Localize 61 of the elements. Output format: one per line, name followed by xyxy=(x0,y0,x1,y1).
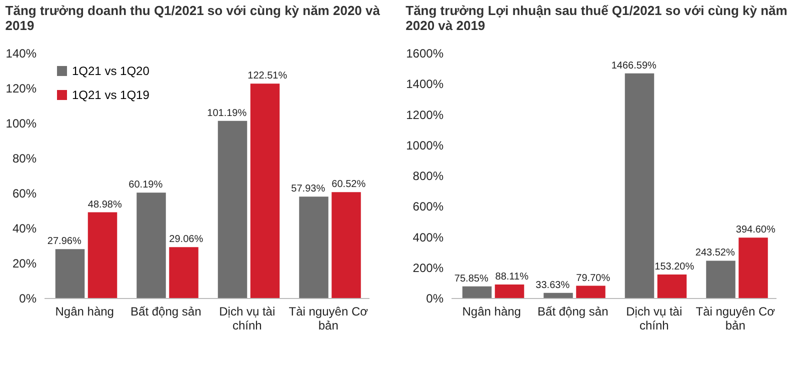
data-label: 88.11% xyxy=(495,272,529,283)
bar xyxy=(706,260,736,298)
x-tick-label: Bất động sản xyxy=(130,304,202,318)
x-tick-label: Dịch vụ tài chính xyxy=(626,304,682,332)
data-label: 79.70% xyxy=(576,272,610,284)
legend-label: 1Q21 vs 1Q19 xyxy=(72,88,150,102)
y-tick-label: 80% xyxy=(12,152,37,166)
y-tick-label: 1200% xyxy=(406,108,444,122)
y-tick-label: 1000% xyxy=(406,138,444,152)
bar xyxy=(494,284,524,298)
data-label: 1466.59% xyxy=(611,60,656,72)
bar xyxy=(576,286,606,298)
x-tick-label: Dịch vụ tài chính xyxy=(219,304,276,332)
y-tick-label: 120% xyxy=(6,82,37,96)
x-tick-label: Ngân hàng xyxy=(55,304,114,318)
y-tick-label: 1600% xyxy=(406,46,444,60)
x-tick-label: Ngân hàng xyxy=(462,304,521,318)
bar xyxy=(738,238,768,298)
data-label: 27.96% xyxy=(47,236,82,248)
y-tick-label: 100% xyxy=(6,116,37,130)
bar xyxy=(250,84,280,298)
bar xyxy=(55,249,85,298)
bar xyxy=(462,286,492,298)
bar xyxy=(218,120,248,298)
y-tick-label: 1400% xyxy=(406,77,444,92)
y-tick-label: 800% xyxy=(412,169,444,183)
y-tick-label: 140% xyxy=(6,46,37,60)
data-label: 75.85% xyxy=(454,273,488,284)
x-tick-label: Tài nguyên Cơ bản xyxy=(696,304,776,332)
bar xyxy=(136,192,166,298)
bar xyxy=(544,292,573,298)
y-tick-label: 40% xyxy=(12,222,37,236)
bar xyxy=(657,274,687,298)
bar xyxy=(169,247,198,298)
bar xyxy=(299,196,328,298)
bar xyxy=(332,192,361,298)
y-tick-label: 20% xyxy=(12,256,37,270)
y-tick-label: 600% xyxy=(412,200,444,214)
data-label: 60.52% xyxy=(332,179,366,190)
chart-title: Tăng trưởng doanh thu Q1/2021 so với cùng kỳ năm 2020 và 2019 xyxy=(5,3,381,33)
bar xyxy=(624,73,654,298)
data-label: 29.06% xyxy=(169,234,204,246)
data-label: 60.19% xyxy=(128,180,163,191)
x-tick-label: Tài nguyên Cơ bản xyxy=(288,304,368,332)
y-tick-label: 60% xyxy=(12,186,37,200)
legend-label: 1Q21 vs 1Q20 xyxy=(72,64,150,78)
y-tick-label: 400% xyxy=(412,230,444,244)
data-label: 153.20% xyxy=(654,262,694,273)
data-label: 57.93% xyxy=(291,184,326,195)
data-label: 101.19% xyxy=(207,108,247,119)
data-label: 122.51% xyxy=(248,70,288,82)
y-tick-label: 200% xyxy=(412,260,444,275)
data-label: 243.52% xyxy=(695,248,735,259)
y-tick-label: 0% xyxy=(426,292,444,306)
data-label: 48.98% xyxy=(88,199,122,210)
chart-title: Tăng trưởng Lợi nhuận sau thuế Q1/2021 so với cùng kỳ năm 2020 và 2019 xyxy=(406,3,788,33)
data-label: 33.63% xyxy=(536,280,570,291)
y-tick-label: 0% xyxy=(19,292,37,306)
bar xyxy=(88,212,118,298)
data-label: 394.60% xyxy=(736,224,776,236)
x-tick-label: Bất động sản xyxy=(538,304,608,318)
